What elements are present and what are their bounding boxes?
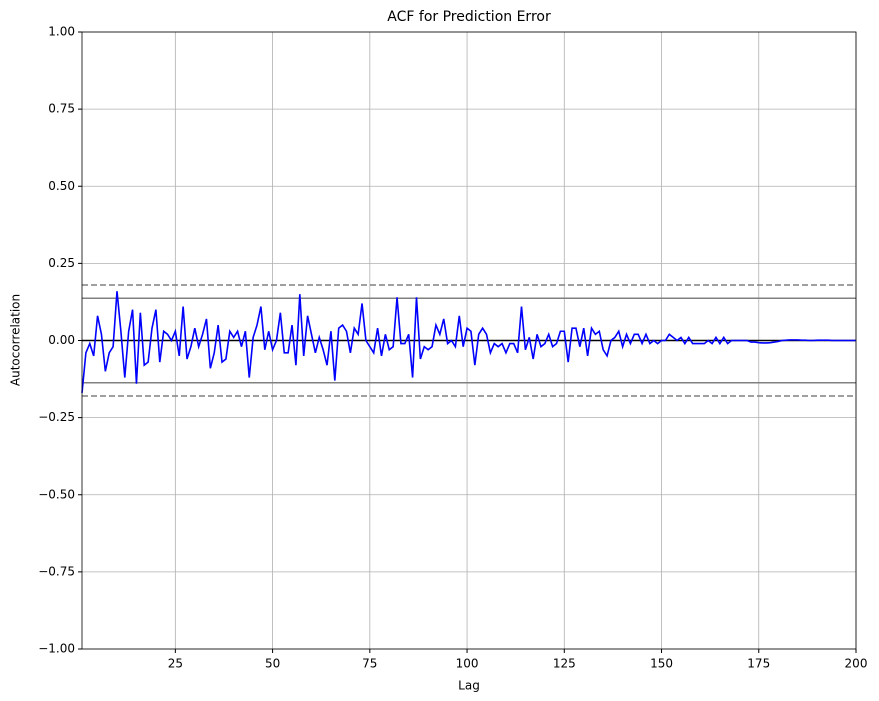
y-tick-label: 1.00	[48, 25, 75, 39]
x-tick-label: 125	[553, 657, 576, 671]
y-axis-label: Autocorrelation	[9, 294, 23, 386]
y-tick-label: −0.50	[38, 487, 75, 501]
y-tick-label: −1.00	[38, 642, 75, 656]
y-tick-label: 0.50	[48, 179, 75, 193]
x-tick-label: 75	[362, 657, 377, 671]
plot-frame	[81, 31, 857, 650]
y-tick-label: −0.25	[38, 410, 75, 424]
x-axis-label: Lag	[458, 679, 480, 693]
x-tick-label: 25	[168, 657, 183, 671]
y-tick-label: 0.75	[48, 102, 75, 116]
x-tick-label: 100	[456, 657, 479, 671]
x-tick-label: 50	[265, 657, 280, 671]
y-tick-label: 0.00	[48, 333, 75, 347]
x-tick-label: 175	[747, 657, 770, 671]
y-tick-label: −0.75	[38, 564, 75, 578]
acf-line	[81, 291, 856, 394]
x-tick-label: 150	[650, 657, 673, 671]
x-tick-label: 200	[845, 657, 868, 671]
chart-title: ACF for Prediction Error	[387, 9, 551, 25]
y-tick-label: 0.25	[48, 256, 75, 270]
